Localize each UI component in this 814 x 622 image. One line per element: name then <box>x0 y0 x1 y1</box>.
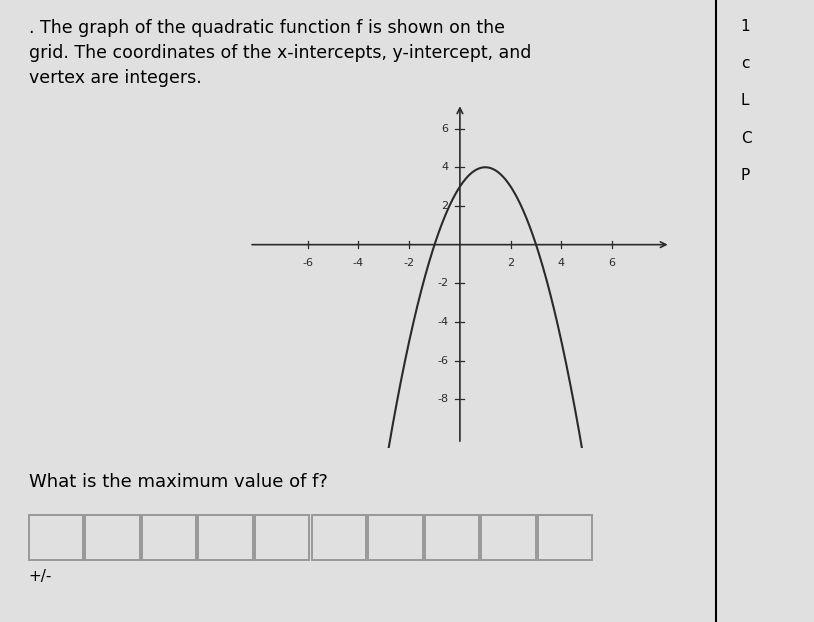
Text: 4: 4 <box>441 162 449 172</box>
Text: -2: -2 <box>404 258 414 268</box>
Text: c: c <box>741 56 749 71</box>
Bar <box>28 515 83 560</box>
Text: -4: -4 <box>352 258 364 268</box>
Text: What is the maximum value of f?: What is the maximum value of f? <box>28 473 327 491</box>
Bar <box>538 515 593 560</box>
Bar <box>425 515 479 560</box>
Text: P: P <box>741 168 750 183</box>
Text: 4: 4 <box>558 258 565 268</box>
Text: 2: 2 <box>441 201 449 211</box>
Bar <box>255 515 309 560</box>
Text: . The graph of the quadratic function f is shown on the
grid. The coordinates of: . The graph of the quadratic function f … <box>28 19 531 86</box>
Text: -6: -6 <box>437 356 449 366</box>
Text: 6: 6 <box>609 258 615 268</box>
Bar <box>312 515 366 560</box>
Text: 2: 2 <box>507 258 514 268</box>
Bar <box>481 515 536 560</box>
Bar <box>85 515 140 560</box>
Bar <box>142 515 196 560</box>
Text: 1: 1 <box>741 19 751 34</box>
Bar <box>199 515 253 560</box>
Text: -4: -4 <box>437 317 449 327</box>
Text: L: L <box>741 93 749 108</box>
Text: -6: -6 <box>302 258 313 268</box>
Text: -8: -8 <box>437 394 449 404</box>
Text: 6: 6 <box>441 124 449 134</box>
Text: C: C <box>741 131 751 146</box>
Bar <box>368 515 422 560</box>
Text: -2: -2 <box>437 279 449 289</box>
Text: +/-: +/- <box>28 569 52 584</box>
